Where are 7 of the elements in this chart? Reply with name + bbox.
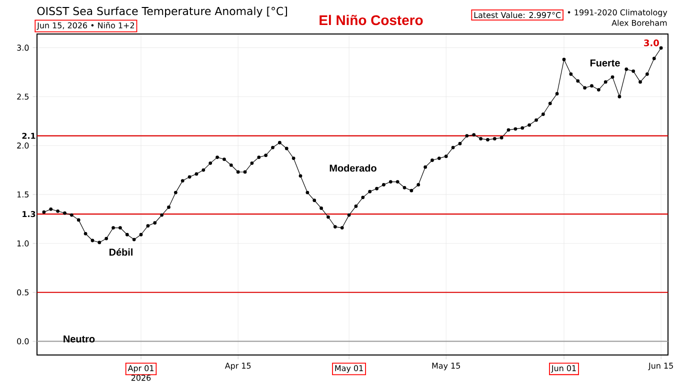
chart-title: OISST Sea Surface Temperature Anomaly [°C] xyxy=(37,6,287,18)
text: El Niño Costero xyxy=(320,14,423,26)
annotation: Débil xyxy=(110,248,132,256)
data-label: 3.0 xyxy=(644,40,659,46)
annotation: Neutro xyxy=(64,336,95,342)
annotation: Fuerte xyxy=(590,60,620,66)
annotation: Moderado xyxy=(330,164,376,172)
